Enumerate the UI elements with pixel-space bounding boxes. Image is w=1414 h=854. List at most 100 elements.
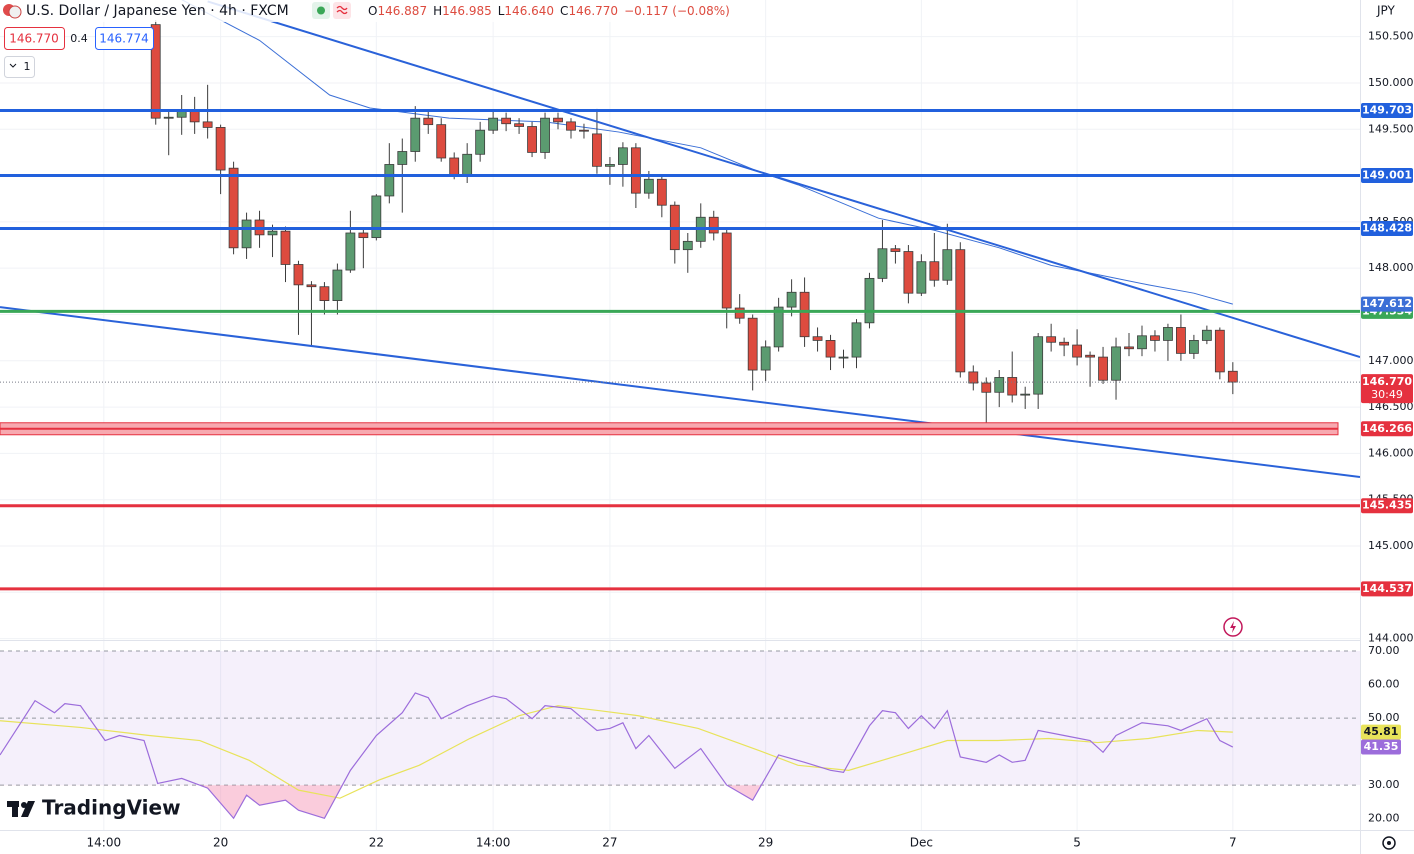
x-tick-label: 5 — [1073, 836, 1081, 850]
candle-body — [994, 377, 1005, 393]
candle-body — [605, 164, 615, 167]
y-tick-label: 149.500 — [1368, 122, 1414, 135]
candle-body — [1201, 329, 1212, 341]
ohlc-value: 146.770 — [568, 4, 618, 18]
candle-body — [462, 153, 473, 177]
candle-body — [968, 371, 979, 384]
candle-body — [1020, 393, 1031, 396]
candle-body — [1007, 377, 1018, 396]
candle-body — [150, 24, 161, 119]
y-tick-label: 148.000 — [1368, 261, 1414, 274]
candle-body — [1188, 340, 1199, 354]
logo-mark — [21, 802, 27, 808]
candle-body — [838, 356, 849, 359]
candle-body — [1111, 346, 1121, 381]
settings-gear[interactable] — [1382, 836, 1396, 850]
x-tick-label: 29 — [758, 836, 773, 850]
candle-body — [890, 248, 901, 252]
ohlc-key: O — [368, 4, 377, 18]
sell-price: 146.770 — [9, 32, 59, 46]
candle-body — [864, 277, 875, 324]
candle-body — [1098, 356, 1108, 381]
candle-body — [501, 117, 512, 125]
candle-body — [799, 291, 810, 338]
settings-button[interactable] — [333, 2, 351, 19]
candle-body — [1227, 370, 1238, 383]
candle-body — [1033, 336, 1044, 395]
ohlc-value: −0.117 (−0.08%) — [624, 4, 730, 18]
y-tick-label: 146.000 — [1368, 446, 1414, 459]
quantity-box[interactable] — [4, 56, 35, 78]
level-label: 145.435 — [1362, 499, 1412, 512]
candle-body — [293, 264, 304, 286]
candle-body — [410, 117, 421, 152]
rsi-line — [0, 692, 1234, 820]
ohlc-value: 146.985 — [442, 4, 492, 18]
candle-body — [643, 178, 654, 194]
y-tick-label: 150.500 — [1368, 30, 1414, 43]
ohlc-key: H — [433, 4, 442, 18]
candle-body — [929, 261, 940, 281]
sell-button[interactable] — [4, 27, 65, 50]
candle-body — [825, 340, 836, 358]
candle-body — [280, 230, 291, 265]
grid — [0, 0, 1360, 830]
last-price-bg — [1361, 374, 1413, 404]
candle-body — [618, 147, 628, 165]
level-label-bg — [1361, 421, 1413, 437]
candle-body — [241, 219, 252, 249]
x-tick-label: 27 — [602, 836, 617, 850]
candle-body — [812, 336, 823, 341]
candle-body — [345, 232, 356, 271]
candle-body — [228, 167, 239, 249]
candle-body — [747, 317, 758, 371]
level-label: 149.703 — [1362, 103, 1412, 116]
y-tick-label: 145.000 — [1368, 539, 1414, 552]
logo-mark — [12, 801, 18, 817]
x-tick-label: 7 — [1229, 836, 1237, 850]
buy-button[interactable] — [95, 27, 154, 50]
candle-body — [371, 195, 382, 239]
candle-body — [384, 164, 395, 197]
rsi-ma-line — [0, 705, 1233, 799]
level-label-bg — [1361, 102, 1413, 118]
candle-body — [358, 232, 369, 239]
candle-body — [734, 307, 745, 319]
y-tick-label: 150.000 — [1368, 76, 1414, 89]
visibility-icon — [317, 6, 325, 15]
candle-body — [981, 382, 992, 393]
candle-body — [449, 157, 460, 177]
candle-body — [760, 346, 771, 371]
candle-body — [1046, 336, 1057, 343]
candle-body — [1124, 346, 1134, 350]
ohlc-legend: O146.887 H146.985 L146.640 C146.770 −0.117 (… — [368, 4, 730, 18]
candle-body — [1176, 327, 1186, 354]
candle-body — [202, 121, 213, 128]
settings-gear-center — [1387, 841, 1391, 845]
rsi-tick-label: 50.00 — [1368, 711, 1400, 724]
rsi-label: 41.35 — [1364, 740, 1399, 753]
rsi-tick-label: 30.00 — [1368, 778, 1400, 791]
wave-icon — [336, 5, 348, 15]
chevron — [9, 63, 17, 68]
candle-body — [786, 291, 797, 308]
level-label-bg — [1361, 581, 1413, 597]
rsi-pane — [0, 650, 1360, 820]
y-tick-label: 147.000 — [1368, 354, 1414, 367]
rsi-ma-label: 45.81 — [1364, 725, 1399, 738]
currency: JPY — [1376, 4, 1396, 18]
candle-body — [592, 133, 602, 167]
x-tick-label: 20 — [213, 836, 228, 850]
x-tick-label: 14:00 — [476, 836, 511, 850]
spread: 0.4 — [70, 32, 88, 45]
countdown: 30:49 — [1371, 388, 1403, 401]
y-tick-label: 144.000 — [1368, 632, 1414, 645]
axes: 14:00 20 22 14:00 27 29 Dec 5 7 150.500 150.000 149… — [87, 30, 1414, 850]
level-label: 144.537 — [1362, 582, 1412, 595]
ohlc-key: C — [560, 4, 568, 18]
rsi-tick-label: 70.00 — [1368, 644, 1400, 657]
candle-body — [306, 284, 317, 288]
level-label-bg — [1361, 221, 1413, 237]
